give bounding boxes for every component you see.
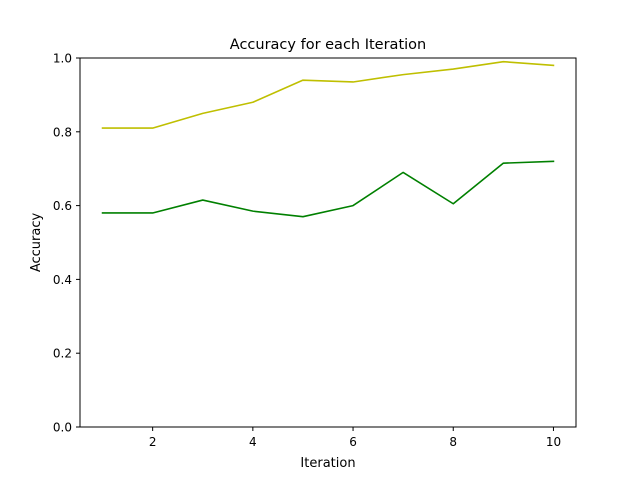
x-tick-label: 10 — [546, 435, 561, 449]
y-tick-label: 1.0 — [53, 52, 72, 66]
y-tick-label: 0.4 — [53, 273, 72, 287]
plot-frame — [79, 57, 577, 428]
x-axis-label: Iteration — [300, 456, 355, 471]
series-layer — [101, 60, 555, 218]
x-axis-ticks: 2 4 6 8 10 — [149, 427, 561, 449]
y-tick-label: 0.8 — [53, 125, 72, 139]
y-axis-label: Accuracy — [29, 213, 44, 273]
series-line-yellow — [101, 60, 555, 129]
chart-title: Accuracy for each Iteration — [230, 37, 426, 53]
series-line-green — [101, 160, 555, 218]
x-tick-label: 2 — [149, 435, 157, 449]
x-tick-label: 8 — [449, 435, 457, 449]
y-tick-label: 0.0 — [53, 421, 72, 435]
y-axis-ticks: 0.0 0.2 0.4 0.6 0.8 1.0 — [53, 52, 80, 435]
x-tick-label: 4 — [249, 435, 257, 449]
x-tick-label: 6 — [349, 435, 357, 449]
y-tick-label: 0.2 — [53, 347, 72, 361]
y-tick-label: 0.6 — [53, 199, 72, 213]
